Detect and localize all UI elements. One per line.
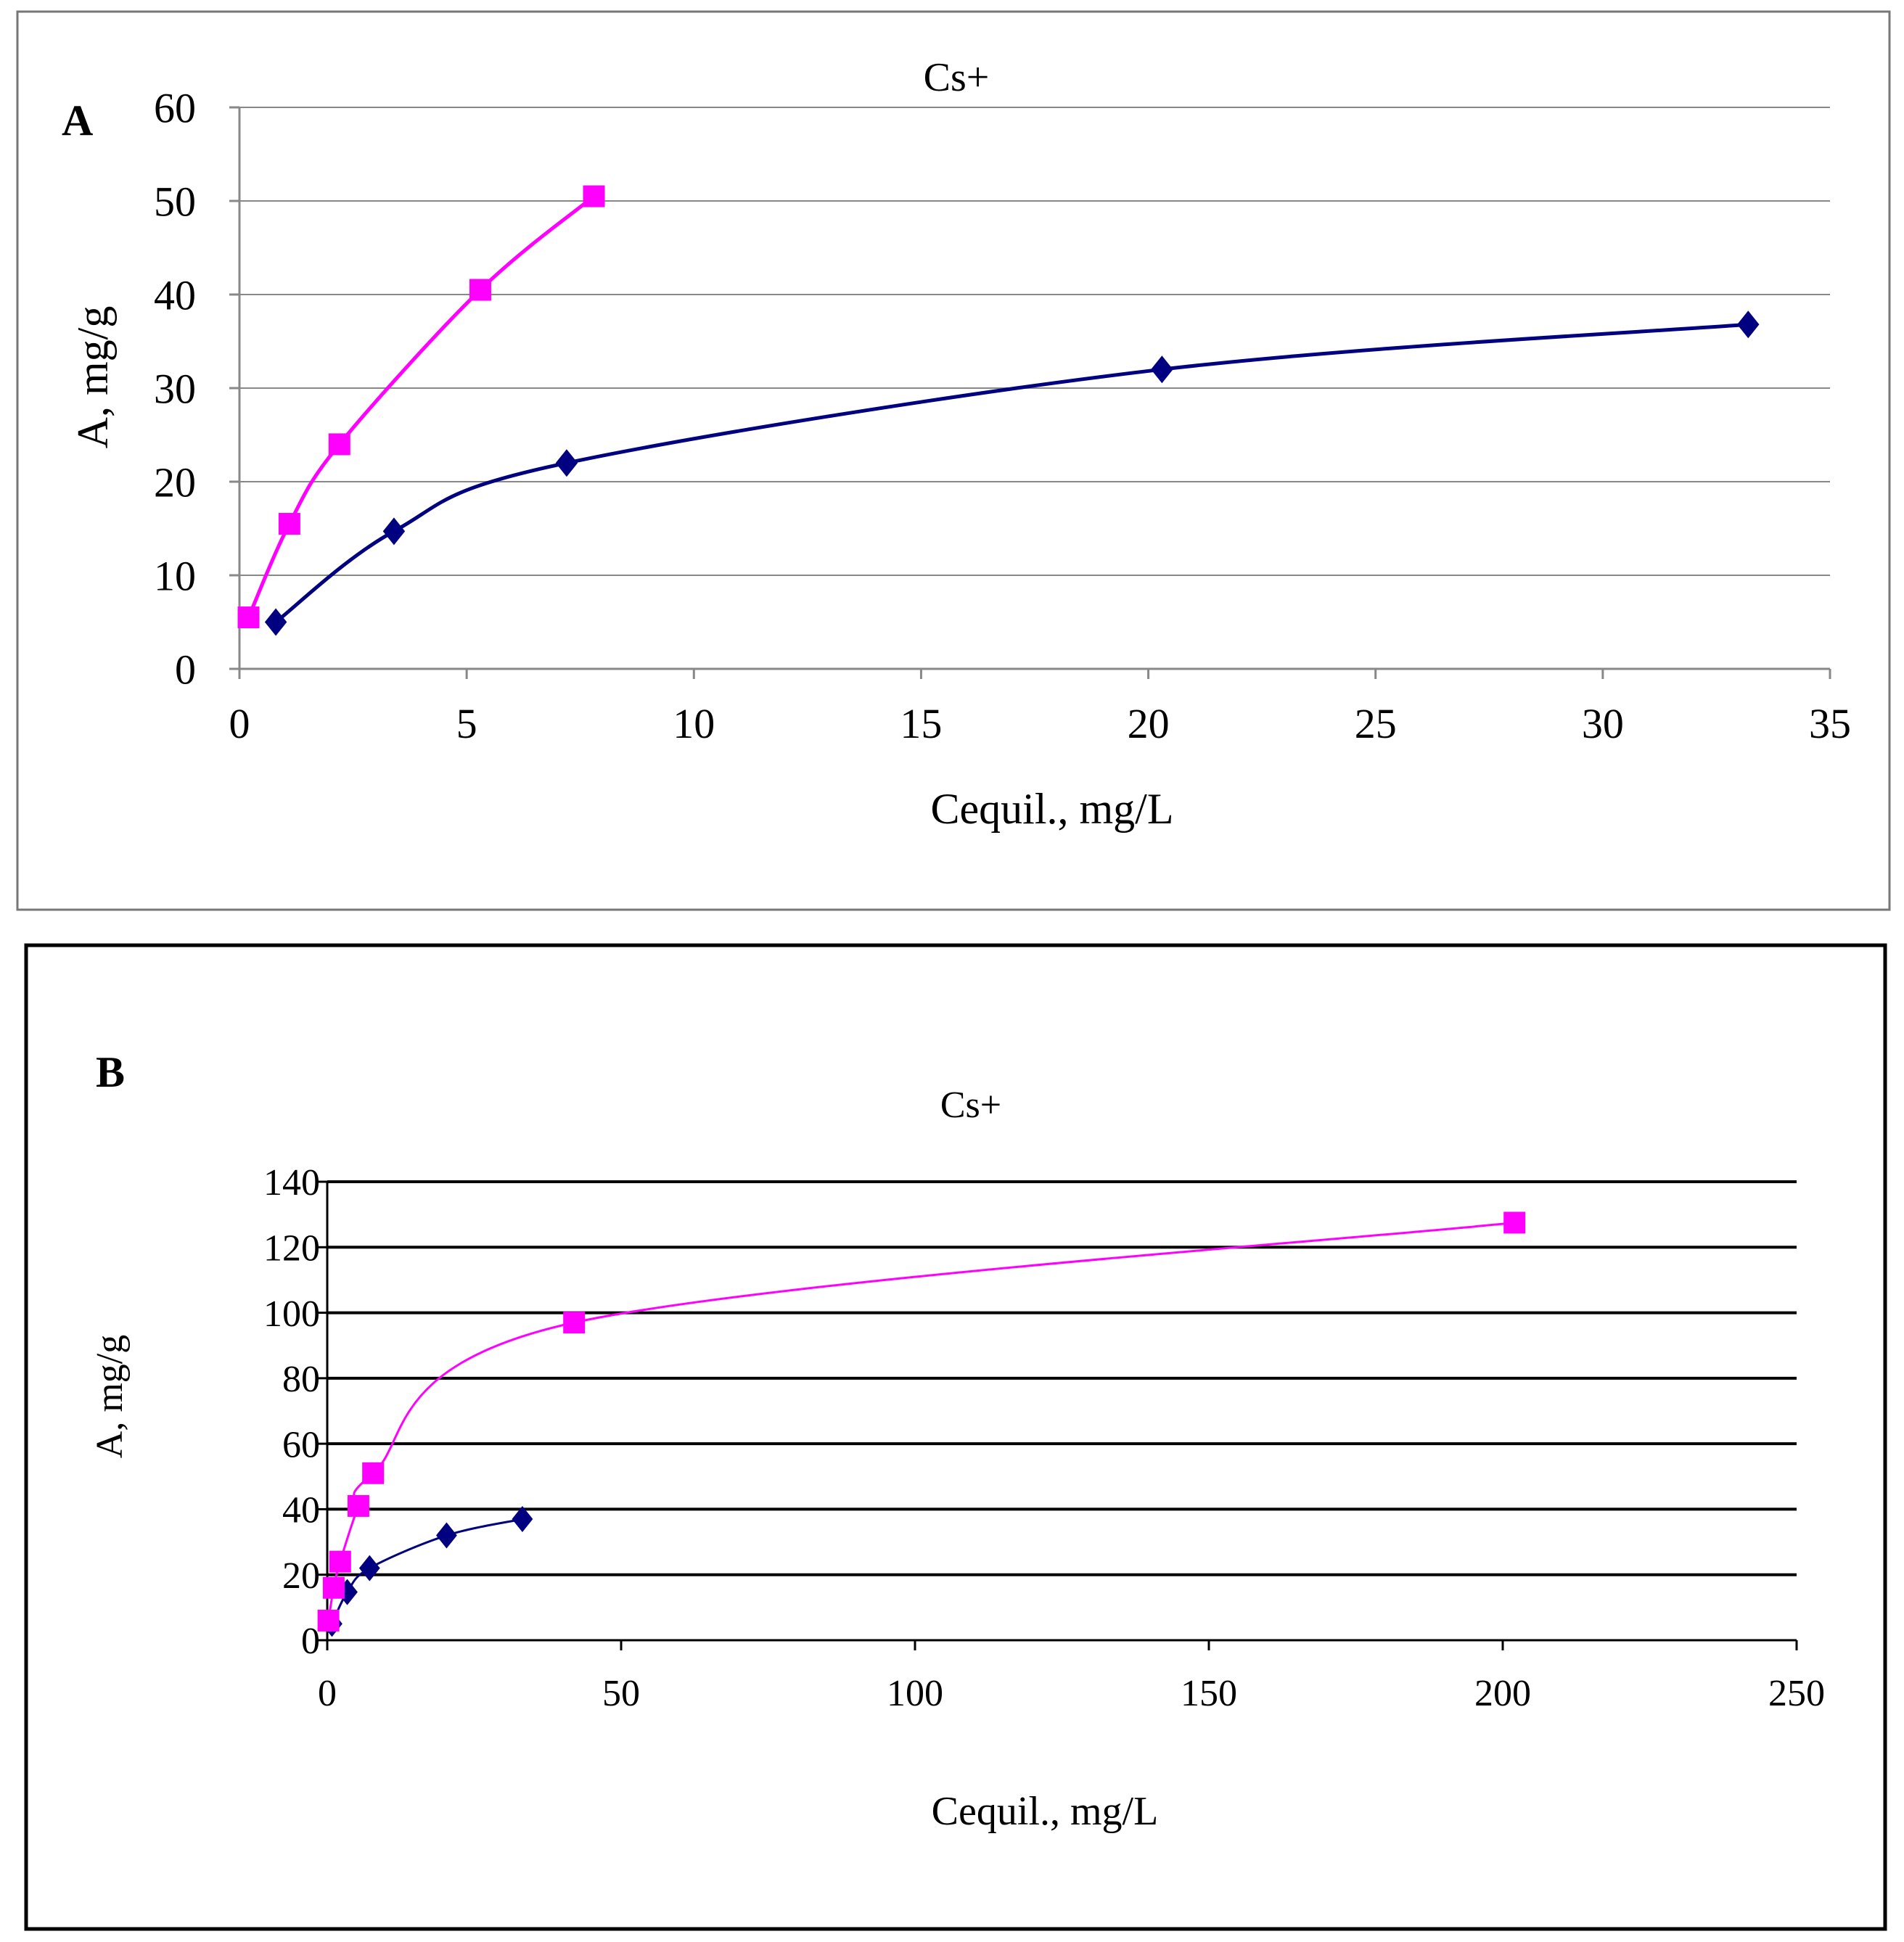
- chart-a-ylabel: A, mg/g: [69, 306, 117, 449]
- panel-label-b: B: [96, 1048, 125, 1096]
- data-point-a-series-magenta-0: [237, 606, 260, 629]
- xtick-label-a-20: 20: [1128, 700, 1170, 747]
- chart-a-title: Cs+: [924, 55, 990, 100]
- data-point-b-series-magenta-1: [322, 1576, 345, 1599]
- data-point-b-series-navy-4: [512, 1505, 533, 1532]
- data-point-b-series-magenta-2: [329, 1550, 351, 1573]
- data-point-b-series-magenta-0: [317, 1609, 340, 1632]
- chart-a-frame: [16, 10, 1891, 911]
- chart-b-xlabel: Cequil., mg/L: [932, 1789, 1159, 1834]
- xtick-label-b-250: 250: [1768, 1673, 1825, 1714]
- data-point-a-series-magenta-2: [328, 433, 350, 456]
- chart-b-plot-area: 0 20 40 60 80 100 120 140 0 50 100 150 200 250: [263, 1162, 1825, 1714]
- data-point-b-series-magenta-4: [362, 1462, 385, 1484]
- data-point-a-series-navy-3: [1151, 355, 1173, 384]
- chart-a-svg: A Cs+ Cequil., mg/L A, mg/g 010203040506…: [16, 10, 1891, 911]
- data-point-a-series-magenta-1: [278, 513, 300, 535]
- ytick-label-b-80: 80: [282, 1359, 320, 1400]
- xtick-label-b-150: 150: [1181, 1673, 1237, 1714]
- chart-b-ylabel: A, mg/g: [89, 1335, 131, 1458]
- data-point-b-series-magenta-3: [347, 1494, 369, 1517]
- xtick-label-b-50: 50: [602, 1673, 640, 1714]
- chart-b-svg: B Cs+ Cequil., mg/L A, mg/g 0 20 40 60 80 100…: [24, 943, 1887, 1931]
- xtick-label-a-5: 5: [456, 700, 477, 747]
- data-point-b-series-magenta-5: [563, 1312, 586, 1334]
- xtick-label-a-35: 35: [1809, 700, 1851, 747]
- xtick-label-b-0: 0: [318, 1673, 337, 1714]
- data-point-a-series-navy-1: [382, 517, 406, 546]
- ytick-label-a-0: 0: [175, 646, 196, 693]
- ytick-label-a-10: 10: [154, 552, 196, 599]
- chart-a-plot-area: 0 10 20 30 40 50 60 0 5 10 15 20 25 30 35: [154, 84, 1851, 747]
- ytick-label-b-60: 60: [282, 1424, 320, 1465]
- ytick-label-b-140: 140: [263, 1162, 320, 1204]
- xtick-label-b-100: 100: [887, 1673, 943, 1714]
- ytick-label-a-20: 20: [154, 458, 196, 506]
- panel-label-a: A: [62, 96, 93, 144]
- xtick-label-a-30: 30: [1582, 700, 1624, 747]
- xtick-label-b-200: 200: [1474, 1673, 1531, 1714]
- ytick-label-a-30: 30: [154, 365, 196, 412]
- series-line-a-series-magenta: [247, 194, 596, 619]
- xtick-label-a-0: 0: [229, 700, 250, 747]
- xtick-label-a-15: 15: [900, 700, 942, 747]
- data-point-b-series-navy-3: [436, 1522, 457, 1549]
- chart-b-title: Cs+: [940, 1085, 1001, 1126]
- data-point-b-series-magenta-6: [1503, 1211, 1526, 1234]
- ytick-label-b-100: 100: [263, 1293, 320, 1335]
- data-point-a-series-navy-4: [1737, 310, 1760, 339]
- ytick-label-a-40: 40: [154, 271, 196, 318]
- ytick-label-a-60: 60: [154, 84, 196, 131]
- data-point-a-series-magenta-4: [583, 185, 605, 207]
- chart-b-frame: [24, 943, 1887, 1931]
- ytick-label-b-120: 120: [263, 1227, 320, 1269]
- data-point-a-series-navy-2: [555, 449, 578, 477]
- ytick-label-a-50: 50: [154, 178, 196, 225]
- xtick-label-a-25: 25: [1355, 700, 1397, 747]
- chart-panel-a: A Cs+ Cequil., mg/L A, mg/g 0 10 20 30 40 50 6…: [0, 0, 1904, 918]
- chart-a-xlabel: Cequil., mg/L: [931, 785, 1174, 833]
- data-point-b-series-navy-2: [358, 1555, 380, 1581]
- ytick-label-b-0: 0: [301, 1621, 320, 1662]
- chart-panel-b: B Cs+ Cequil., mg/L A, mg/g 0 20 40 60 80 100…: [0, 918, 1904, 1942]
- ytick-label-b-20: 20: [282, 1555, 320, 1597]
- ytick-label-b-40: 40: [282, 1490, 320, 1531]
- data-point-a-series-magenta-3: [469, 279, 491, 301]
- xtick-label-a-10: 10: [673, 700, 715, 747]
- data-point-a-series-navy-0: [264, 608, 287, 636]
